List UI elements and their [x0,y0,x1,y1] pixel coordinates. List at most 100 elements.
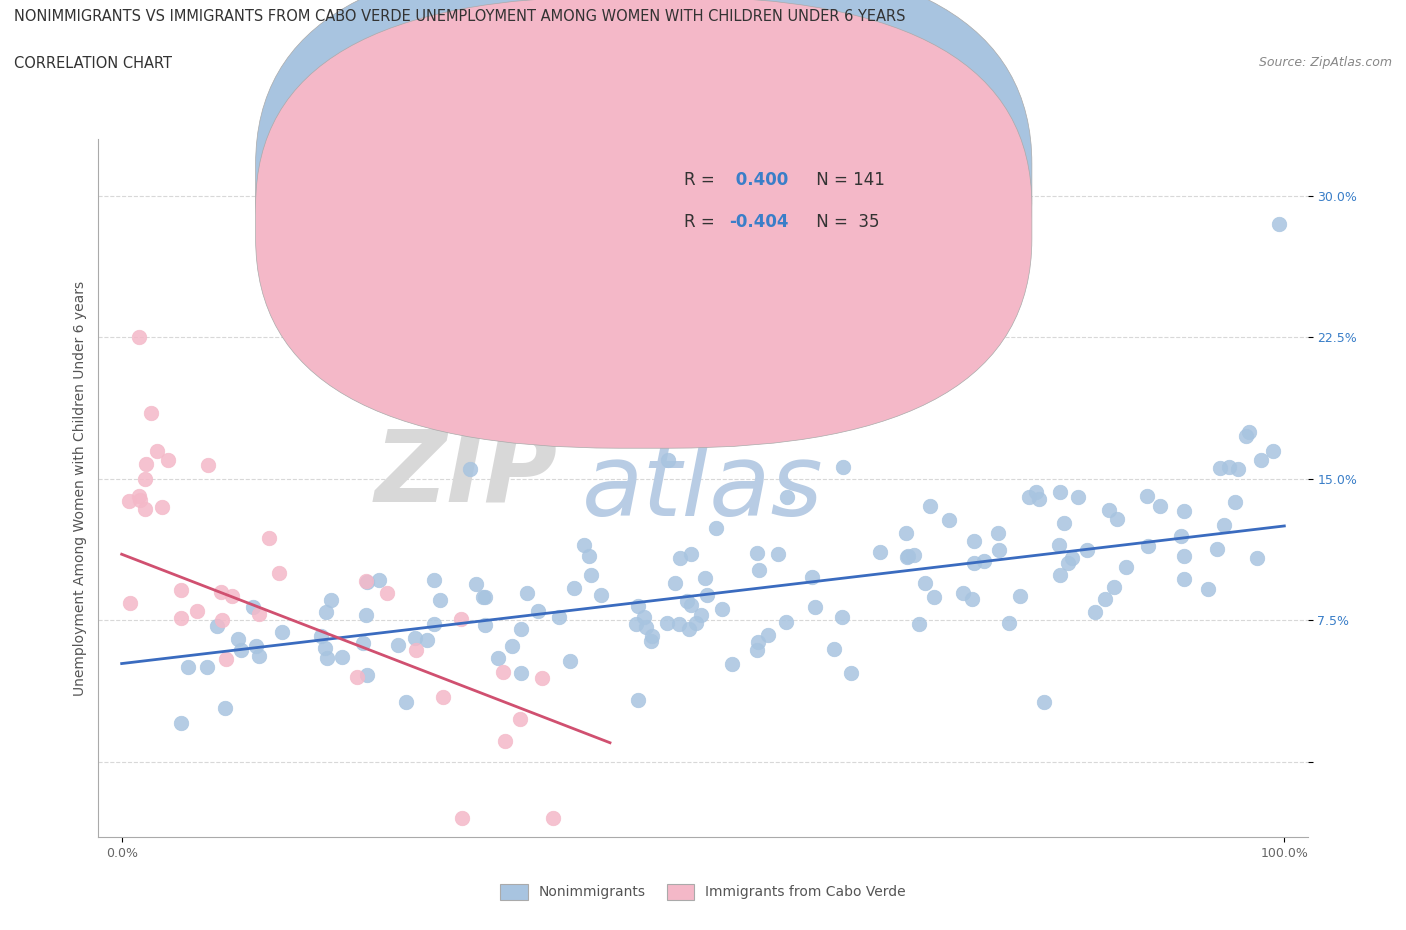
Point [894,525,917,540]
Point [471,590,494,604]
Point [315,604,337,619]
Point [776,490,799,505]
Point [215,652,238,667]
Point [270,624,292,639]
Point [869,545,891,560]
Point [745,545,768,560]
Point [429,592,451,607]
Point [695,571,717,586]
Point [170,611,193,626]
Point [1267,217,1289,232]
Point [1076,543,1098,558]
Point [242,600,264,615]
Point [641,628,664,643]
Text: N = 141: N = 141 [811,171,884,190]
Point [170,715,193,730]
Point [1250,453,1272,468]
Text: N =  35: N = 35 [811,213,879,232]
Point [823,642,845,657]
Text: CORRELATION CHART: CORRELATION CHART [14,56,172,71]
Point [315,650,337,665]
Point [377,586,399,601]
Point [897,548,920,563]
Point [640,633,662,648]
Point [152,499,174,514]
Point [832,459,855,474]
Point [766,546,789,561]
Point [1218,459,1240,474]
Point [548,609,571,624]
Point [395,695,418,710]
Point [748,563,770,578]
Point [474,618,496,632]
Point [690,608,713,623]
Point [465,577,488,591]
Point [918,498,941,513]
Y-axis label: Unemployment Among Women with Children Under 6 years: Unemployment Among Women with Children U… [73,281,87,696]
Point [330,650,353,665]
Point [624,617,647,631]
Point [1261,443,1284,458]
Point [803,599,825,614]
Point [1049,538,1071,552]
Point [139,405,162,420]
Point [988,542,1011,557]
Point [319,592,342,607]
Point [492,664,515,679]
Point [636,619,658,634]
Point [1197,581,1219,596]
Text: R =: R = [683,213,720,232]
Point [1149,498,1171,513]
Point [257,531,280,546]
Point [914,576,936,591]
Point [1136,488,1159,503]
Point [572,538,595,553]
Point [1226,462,1249,477]
Point [669,551,692,565]
Point [356,668,378,683]
Point [963,555,986,570]
FancyBboxPatch shape [256,0,1032,448]
Point [678,622,700,637]
Point [668,617,690,631]
Legend: Nonimmigrants, Immigrants from Cabo Verde: Nonimmigrants, Immigrants from Cabo Verd… [494,877,912,907]
Point [486,651,509,666]
Point [922,590,945,604]
Point [501,638,523,653]
Point [221,589,243,604]
Point [578,548,600,563]
Point [1209,461,1232,476]
Point [1032,695,1054,710]
Point [387,637,409,652]
Point [1084,604,1107,619]
Point [145,443,167,458]
Point [269,565,291,580]
Point [197,458,219,472]
Point [228,631,250,646]
Point [1246,551,1268,565]
Point [368,573,391,588]
Point [128,488,150,503]
Point [960,591,983,606]
Point [1098,502,1121,517]
Point [460,462,482,477]
Point [657,453,679,468]
Point [987,525,1010,540]
Point [1173,549,1195,564]
Point [997,616,1019,631]
Point [831,609,853,624]
Point [135,457,157,472]
Point [346,670,368,684]
Point [706,520,728,535]
Point [1049,567,1071,582]
Point [657,616,679,631]
Point [211,613,233,628]
Point [423,617,446,631]
Point [118,493,141,508]
Point [1239,424,1261,439]
Point [676,594,699,609]
Point [1053,516,1076,531]
Point [494,734,516,749]
Point [681,546,703,561]
Point [579,567,602,582]
